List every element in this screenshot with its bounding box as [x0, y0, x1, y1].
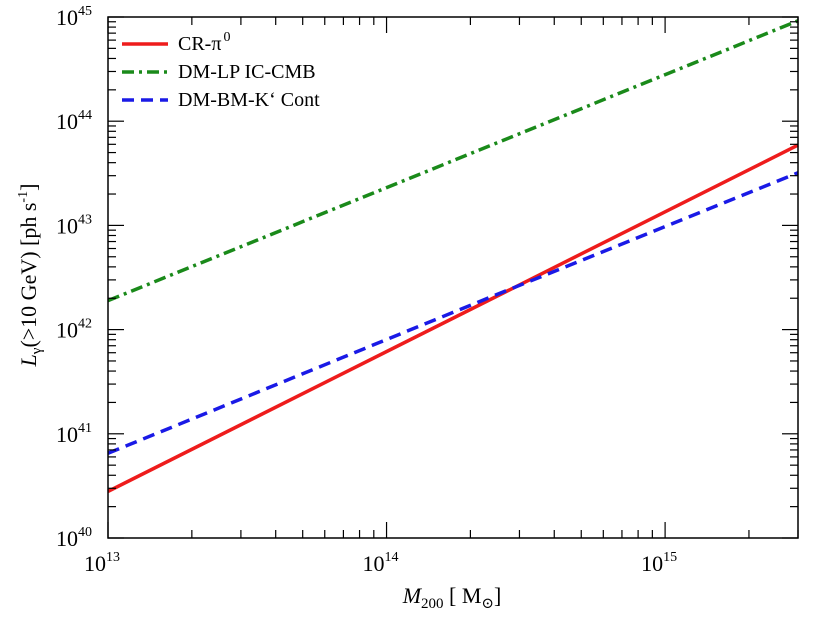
- series-line-2: [107, 171, 799, 455]
- y-tick-label: 1042: [56, 317, 92, 343]
- y-axis-label: Lγ(>10 GeV) [ph s-1]: [16, 184, 45, 368]
- x-tick-labels: 1013 1014 1015: [84, 550, 677, 576]
- minor-ticks: [108, 17, 799, 538]
- legend-label-cr-pi0: CR-π 0: [178, 30, 230, 55]
- major-ticks: [107, 16, 798, 539]
- legend-label-dm-lp-ic-cmb: DM-LP IC-CMB: [178, 61, 316, 83]
- x-tick-label: 1015: [641, 550, 677, 576]
- series-line-0: [107, 143, 799, 493]
- y-tick-label: 1041: [56, 421, 92, 447]
- legend: CR-π 0 DM-LP IC-CMB DM-BM-K‘ Cont: [122, 30, 320, 111]
- legend-label-dm-bm-k-cont: DM-BM-K‘ Cont: [178, 89, 320, 111]
- y-tick-label: 1044: [56, 108, 92, 134]
- x-axis-label: M200 [ M⊙]: [402, 583, 502, 612]
- x-tick-label: 1014: [363, 550, 399, 576]
- y-tick-labels: 1040 1041 1042 1043 1044 1045: [56, 4, 92, 551]
- y-tick-label: 1045: [56, 4, 92, 30]
- y-tick-label: 1040: [56, 525, 92, 551]
- plot-lines: [107, 19, 799, 493]
- x-tick-label: 1013: [84, 550, 120, 576]
- y-tick-label: 1043: [56, 212, 92, 238]
- plot-frame: [107, 16, 799, 539]
